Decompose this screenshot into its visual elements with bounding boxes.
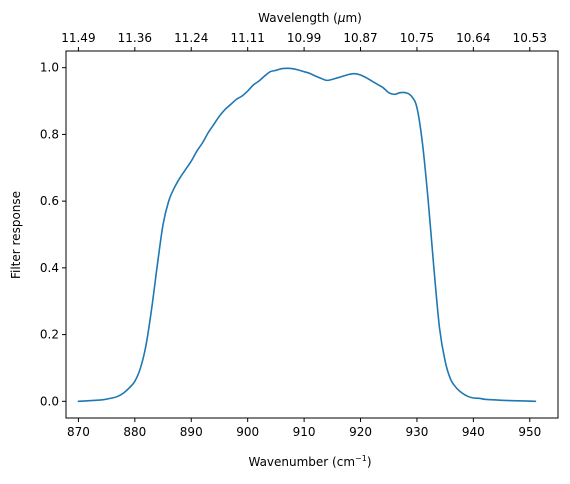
x-tick-label: 940 [462,425,485,439]
x-tick-label: 950 [518,425,541,439]
x-tick-label: 920 [349,425,372,439]
top-tick-label: 11.11 [230,31,264,45]
x-axis-label: Wavenumber (cm−1) [248,454,371,469]
top-tick-label: 10.53 [513,31,547,45]
top-axis-label-mu: μ [337,11,346,25]
x-axis-label-close: ) [367,455,372,469]
y-axis-label: Filter response [9,191,23,279]
x-tick-label: 880 [123,425,146,439]
x-tick-label: 930 [405,425,428,439]
top-axis-ticks: 11.49 11.36 11.24 11.11 10.99 10.87 10.75 10.64… [61,31,547,51]
y-tick-label: 0.2 [40,328,59,342]
series-line [77,67,537,403]
y-tick-label: 0.0 [40,394,59,408]
top-tick-label: 11.24 [174,31,208,45]
top-axis-label: Wavelength (μm) [258,11,362,25]
x-tick-label: 900 [236,425,259,439]
y-tick-label: 1.0 [40,61,59,75]
y-axis-ticks: 0.0 0.2 0.4 0.6 0.8 1.0 [40,61,66,408]
x-axis-ticks: 870 880 890 900 910 920 930 940 950 [67,418,541,439]
top-tick-label: 11.36 [118,31,152,45]
x-tick-label: 870 [67,425,90,439]
y-tick-label: 0.8 [40,127,59,141]
top-tick-label: 11.49 [61,31,95,45]
plot-frame [65,50,559,419]
y-tick-label: 0.6 [40,194,59,208]
y-tick-label: 0.4 [40,261,59,275]
x-tick-label: 890 [180,425,203,439]
top-axis-label-unit: m) [345,11,361,25]
x-tick-label: 910 [293,425,316,439]
top-tick-label: 10.87 [343,31,377,45]
top-tick-label: 10.64 [456,31,490,45]
top-tick-label: 10.75 [400,31,434,45]
top-tick-label: 10.99 [287,31,321,45]
x-axis-label-superscript: −1 [355,454,367,463]
